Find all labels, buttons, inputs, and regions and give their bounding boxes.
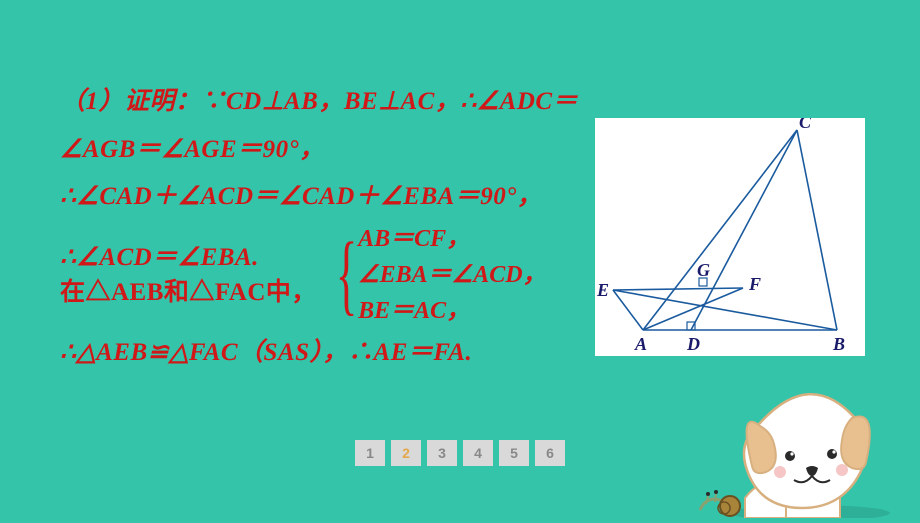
brace-line-1: AB＝CF， (358, 221, 546, 257)
geometry-diagram: A B C D E F G (595, 118, 865, 356)
svg-text:F: F (748, 274, 761, 294)
svg-text:C: C (799, 118, 812, 132)
page-3[interactable]: 3 (427, 440, 457, 466)
proof-line-4b: 在△AEB和△FAC中， (60, 275, 317, 310)
svg-text:A: A (634, 334, 647, 354)
proof-brace-row: ∴∠ACD＝∠EBA. 在△AEB和△FAC中， { AB＝CF， ∠EBA＝∠… (60, 221, 600, 329)
proof-line-2: ∠AGB＝∠AGE＝90°， (60, 126, 600, 174)
page-1[interactable]: 1 (355, 440, 385, 466)
proof-line-5: ∴△AEB≌△FAC（SAS），∴AE＝FA. (60, 329, 600, 377)
svg-text:B: B (832, 334, 845, 354)
svg-text:G: G (697, 260, 710, 280)
left-brace-icon: { (336, 234, 358, 315)
proof-line-3: ∴∠CAD＋∠ACD＝∠CAD＋∠EBA＝90°， (60, 173, 600, 221)
proof-content: （1）证明：∵CD⊥AB，BE⊥AC，∴∠ADC＝ ∠AGB＝∠AGE＝90°，… (60, 78, 600, 376)
brace-lines: AB＝CF， ∠EBA＝∠ACD， BE＝AC， (358, 221, 546, 329)
brace-line-2: ∠EBA＝∠ACD， (358, 257, 546, 293)
svg-text:D: D (686, 334, 700, 354)
brace-line-3: BE＝AC， (358, 293, 546, 329)
proof-brace-prefix: ∴∠ACD＝∠EBA. 在△AEB和△FAC中， (60, 240, 317, 310)
page-2[interactable]: 2 (391, 440, 421, 466)
svg-text:E: E (596, 280, 609, 300)
page-4[interactable]: 4 (463, 440, 493, 466)
proof-line-4a: ∴∠ACD＝∠EBA. (60, 240, 317, 275)
proof-line-1: （1）证明：∵CD⊥AB，BE⊥AC，∴∠ADC＝ (60, 78, 600, 126)
pager: 123456 (355, 440, 565, 466)
brace-wrap: { AB＝CF， ∠EBA＝∠ACD， BE＝AC， (325, 221, 547, 329)
page-6[interactable]: 6 (535, 440, 565, 466)
dog-mascot (690, 368, 890, 518)
page-5[interactable]: 5 (499, 440, 529, 466)
